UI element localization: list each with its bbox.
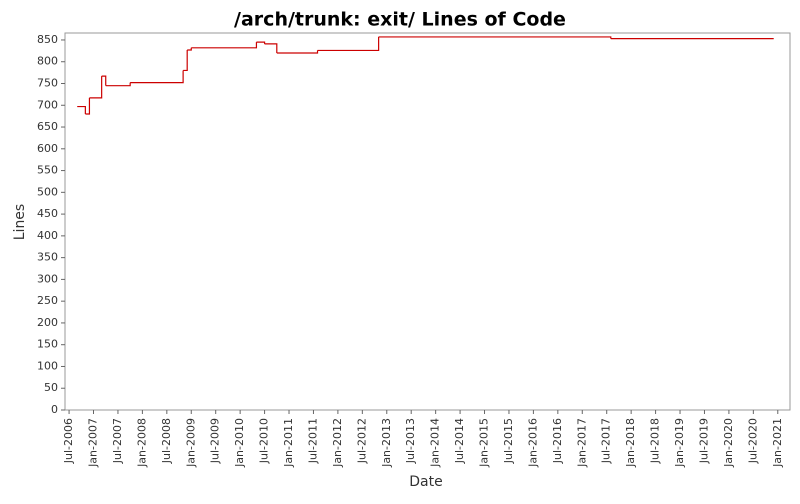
x-tick-label: Jan-2010	[233, 418, 246, 468]
x-tick-label: Jul-2020	[746, 418, 759, 464]
y-tick-label: 400	[37, 229, 58, 242]
y-tick-label: 0	[51, 403, 58, 416]
plot-area	[64, 32, 791, 411]
line-step	[85, 97, 91, 115]
y-tick-label: 850	[37, 33, 58, 46]
x-tick-label: Jan-2015	[478, 418, 491, 468]
y-tick-label: 650	[37, 120, 58, 133]
x-tick-label: Jan-2011	[282, 418, 295, 468]
y-tick-label: 750	[37, 76, 58, 89]
y-tick-label: 300	[37, 272, 58, 285]
x-tick-label: Jul-2006	[62, 418, 75, 464]
y-tick-label: 500	[37, 185, 58, 198]
line-step	[264, 43, 278, 54]
y-tick-label: 100	[37, 359, 58, 372]
y-tick-label: 150	[37, 338, 58, 351]
y-tick-label: 250	[37, 294, 58, 307]
x-tick-label: Jul-2017	[600, 418, 613, 464]
x-tick-label: Jan-2014	[429, 418, 442, 468]
x-tick-label: Jan-2021	[771, 418, 784, 468]
x-tick-label: Jul-2013	[404, 418, 417, 464]
x-tick-label: Jul-2012	[355, 418, 368, 464]
line-step	[191, 42, 258, 49]
x-tick-label: Jan-2019	[673, 418, 686, 468]
line-step	[276, 50, 319, 54]
x-tick-label: Jul-2007	[111, 418, 124, 464]
x-tick-label: Jul-2016	[551, 418, 564, 464]
y-axis-label: Lines	[12, 204, 28, 240]
y-tick-label: 200	[37, 316, 58, 329]
y-tick-label: 600	[37, 142, 58, 155]
line-step	[183, 49, 188, 72]
y-tick-label: 800	[37, 55, 58, 68]
x-tick-label: Jul-2009	[209, 418, 222, 464]
y-tick-label: 50	[44, 381, 58, 394]
x-tick-label: Jul-2008	[160, 418, 173, 464]
x-tick-label: Jan-2018	[624, 418, 637, 468]
line-step	[187, 47, 192, 51]
line-step	[101, 75, 107, 86]
x-tick-label: Jan-2017	[575, 418, 588, 468]
x-tick-label: Jul-2014	[453, 418, 466, 464]
line-step	[130, 70, 184, 84]
line-step	[77, 105, 86, 114]
y-tick-label: 550	[37, 164, 58, 177]
y-tick-label: 700	[37, 98, 58, 111]
x-tick-label: Jul-2015	[502, 418, 515, 464]
x-tick-label: Jan-2009	[184, 418, 197, 468]
x-tick-label: Jul-2010	[258, 418, 271, 464]
chart-title: /arch/trunk: exit/ Lines of Code	[234, 9, 566, 31]
x-tick-label: Jan-2007	[87, 418, 100, 468]
x-tick-label: Jan-2012	[331, 418, 344, 468]
x-tick-label: Jan-2008	[135, 418, 148, 468]
line-step	[89, 76, 103, 99]
y-tick-label: 350	[37, 251, 58, 264]
line-step	[317, 36, 380, 52]
x-tick-label: Jan-2020	[722, 418, 735, 468]
x-tick-label: Jan-2013	[380, 418, 393, 468]
line-step	[105, 82, 131, 87]
x-tick-label: Jul-2011	[306, 418, 319, 464]
x-axis-label: Date	[409, 474, 442, 490]
x-tick-label: Jul-2019	[697, 418, 710, 464]
line-step	[378, 36, 612, 39]
x-tick-label: Jan-2016	[526, 418, 539, 468]
y-tick-label: 450	[37, 207, 58, 220]
x-tick-label: Jul-2018	[649, 418, 662, 464]
